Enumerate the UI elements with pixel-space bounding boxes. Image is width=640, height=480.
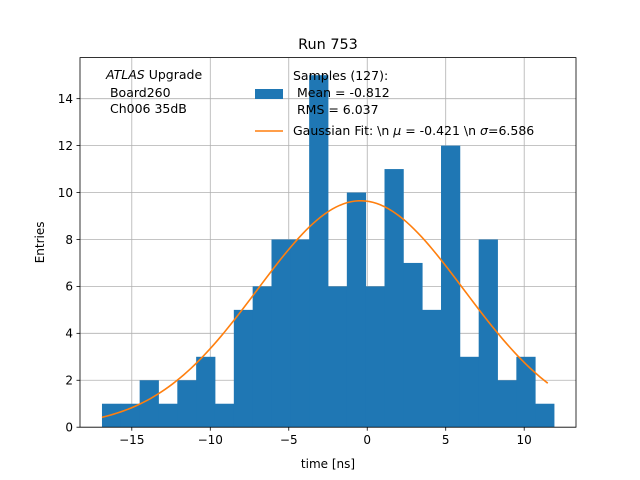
histogram-bar [422, 309, 442, 428]
y-axis-label: Entries [33, 222, 47, 264]
upgrade-label: Upgrade [145, 67, 203, 82]
x-tick-label: 5 [442, 433, 450, 447]
y-tick-label: 12 [58, 139, 73, 153]
atlas-label: ATLAS [105, 67, 145, 82]
histogram-bar [309, 75, 329, 428]
histogram-bar [478, 239, 498, 428]
histogram-bar [535, 403, 555, 428]
legend-fit-text-3: =6.586 [488, 123, 534, 138]
x-axis-ticks: −15 −10 −5 0 5 10 [119, 427, 532, 447]
histogram-bar [158, 403, 178, 428]
y-tick-label: 14 [58, 92, 73, 106]
chart-title: Run 753 [298, 37, 358, 53]
histogram-bar [233, 309, 254, 428]
legend-rms-label: RMS = 6.037 [293, 102, 379, 117]
x-tick-label: 10 [517, 433, 532, 447]
histogram-bars [101, 75, 555, 428]
legend-fit-sigma: σ [480, 123, 489, 138]
histogram-bar [441, 145, 461, 428]
legend-mean-label: Mean = -0.812 [293, 85, 390, 100]
histogram-bar [290, 239, 310, 428]
x-tick-label: −15 [119, 433, 144, 447]
gaussian-fit-curve [101, 199, 549, 419]
board-label: Board260 [106, 85, 171, 100]
histogram-bar [120, 403, 141, 428]
y-axis-ticks: 0 2 4 6 8 10 12 14 [58, 92, 80, 435]
y-tick-label: 10 [58, 186, 73, 200]
axes-frame [79, 57, 577, 428]
legend-fit-mu: μ [392, 123, 401, 138]
histogram-bar [384, 169, 404, 428]
histogram-bar [177, 380, 197, 428]
y-tick-label: 8 [65, 233, 73, 247]
histogram-bar [252, 286, 272, 428]
histogram-bar [139, 380, 159, 428]
histogram-bar [459, 356, 480, 428]
x-tick-label: −10 [198, 433, 223, 447]
legend-fit-label: Gaussian Fit: \n μ = -0.421 \n σ=6.586 [293, 123, 534, 138]
y-tick-label: 6 [65, 280, 73, 294]
histogram-bar [365, 286, 385, 428]
y-tick-label: 0 [65, 421, 73, 435]
legend-histogram-patch [255, 89, 283, 99]
histogram-bar [328, 286, 348, 428]
histogram-bar [516, 356, 536, 428]
histogram-bar [196, 356, 216, 428]
y-tick-label: 2 [65, 374, 73, 388]
atlas-annotation: ATLAS Upgrade Board260 Ch006 35dB [105, 67, 202, 116]
x-tick-label: −5 [280, 433, 298, 447]
y-tick-label: 4 [65, 327, 73, 341]
legend-samples-label: Samples (127): [293, 68, 388, 83]
channel-label: Ch006 35dB [106, 101, 187, 116]
histogram-bar [214, 403, 235, 428]
histogram-bar [403, 262, 423, 428]
legend: Samples (127): Mean = -0.812 RMS = 6.037… [255, 68, 534, 138]
histogram-bar [497, 380, 517, 428]
histogram-bar [271, 239, 291, 428]
legend-fit-text-2: = -0.421 \n [401, 123, 480, 138]
x-axis-label: time [ns] [301, 457, 355, 471]
atlas-line-1: ATLAS Upgrade [105, 67, 202, 82]
histogram-bar [346, 192, 367, 428]
x-tick-label: 0 [363, 433, 371, 447]
legend-fit-text-1: Gaussian Fit: \n [293, 123, 393, 138]
